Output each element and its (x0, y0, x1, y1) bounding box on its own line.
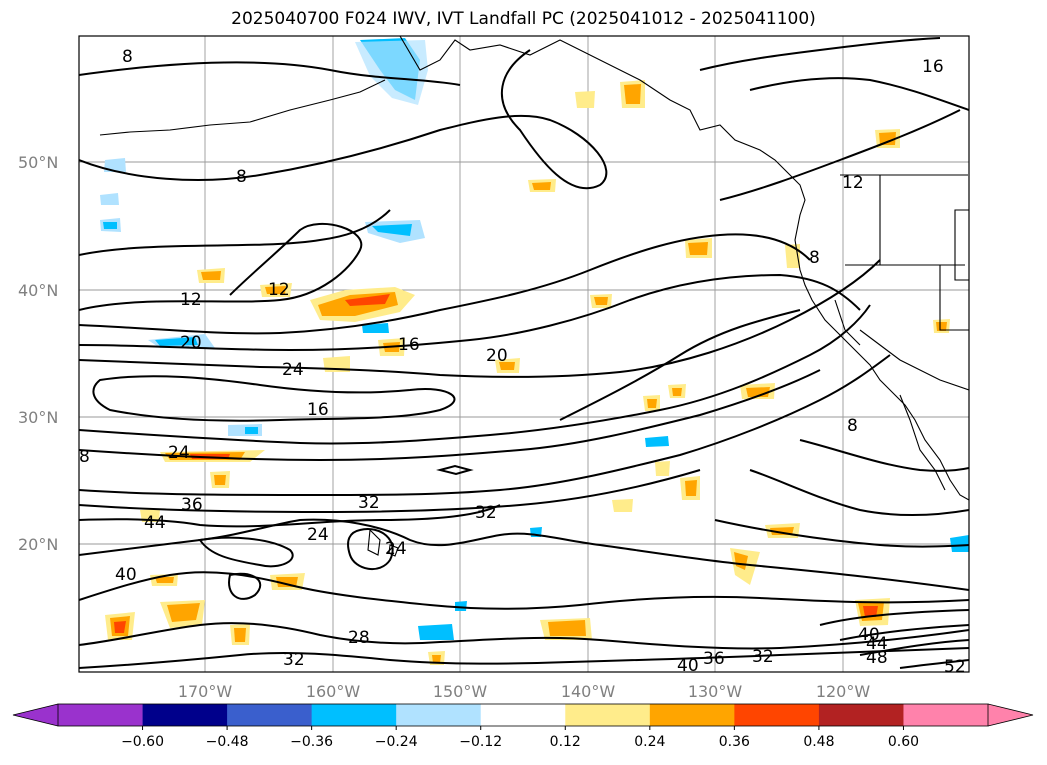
svg-text:24: 24 (385, 539, 407, 559)
svg-text:8: 8 (122, 47, 133, 67)
svg-text:48: 48 (866, 648, 888, 668)
lat-label: 20°N (18, 535, 58, 554)
lon-label: 140°W (561, 682, 616, 701)
colorbar-tick-label: 0.36 (719, 734, 750, 750)
svg-text:16: 16 (922, 57, 944, 77)
svg-text:32: 32 (358, 493, 380, 513)
colorbar-tick-label: −0.48 (206, 734, 249, 750)
svg-text:12: 12 (842, 173, 864, 193)
shading-patches (100, 38, 969, 665)
map-area (79, 36, 969, 672)
svg-text:16: 16 (398, 335, 420, 355)
map-frame (78, 35, 970, 673)
svg-text:28: 28 (348, 628, 370, 648)
map-title: 2025040700 F024 IWV, IVT Landfall PC (20… (231, 9, 816, 29)
lon-label: 170°W (178, 682, 233, 701)
svg-text:20: 20 (180, 333, 202, 353)
lon-label: 130°W (688, 682, 743, 701)
svg-text:8: 8 (847, 416, 858, 436)
svg-text:52: 52 (944, 657, 966, 677)
svg-text:24: 24 (282, 360, 304, 380)
colorbar-tick-label: 0.48 (803, 734, 834, 750)
colorbar: −0.60 −0.48 −0.36 −0.24 −0.12 0.12 0.24 0.36 0.4… (12, 703, 1034, 750)
colorbar-tick-label: 0.12 (550, 734, 581, 750)
colorbar-swatch (734, 704, 820, 726)
colorbar-tick-label: −0.36 (290, 734, 333, 750)
svg-text:32: 32 (283, 650, 305, 670)
svg-text:12: 12 (268, 280, 290, 300)
colorbar-swatch (565, 704, 651, 726)
coastlines (99, 36, 969, 557)
colorbar-swatch (480, 704, 566, 726)
colorbar-tick-label: 0.24 (634, 734, 665, 750)
svg-text:24: 24 (307, 525, 329, 545)
svg-text:44: 44 (866, 634, 888, 654)
colorbar-swatch (396, 704, 482, 726)
svg-text:8: 8 (79, 447, 90, 467)
lat-label: 30°N (18, 408, 58, 427)
svg-text:40: 40 (115, 565, 137, 585)
lon-label: 120°W (816, 682, 871, 701)
svg-text:36: 36 (181, 495, 203, 515)
colorbar-swatch (649, 704, 735, 726)
lat-label: 40°N (18, 281, 58, 300)
svg-text:8: 8 (236, 167, 247, 187)
colorbar-tick-label: −0.12 (459, 734, 502, 750)
svg-text:40: 40 (858, 625, 880, 645)
svg-text:8: 8 (809, 248, 820, 268)
colorbar-right-extension-outline (987, 703, 1034, 727)
svg-text:44: 44 (144, 513, 166, 533)
svg-text:20: 20 (486, 346, 508, 366)
colorbar-left-extension-outline (12, 703, 59, 727)
svg-text:24: 24 (168, 443, 190, 463)
colorbar-swatch (142, 704, 228, 726)
gridlines (79, 36, 969, 672)
lon-label: 150°W (433, 682, 488, 701)
svg-text:32: 32 (752, 647, 774, 667)
lat-label: 50°N (18, 153, 58, 172)
svg-text:32: 32 (475, 503, 497, 523)
svg-text:40: 40 (677, 656, 699, 676)
colorbar-swatch (311, 704, 397, 726)
contour-labels: 8 8 8 8 8 12 12 12 16 16 16 20 20 24 24 … (79, 47, 966, 677)
colorbar-swatch (13, 704, 143, 726)
longitude-labels: 170°W 160°W 150°W 140°W 130°W 120°W (178, 682, 871, 701)
svg-text:12: 12 (180, 290, 202, 310)
colorbar-swatch (227, 704, 313, 726)
latitude-labels: 50°N 40°N 30°N 20°N (18, 153, 58, 554)
colorbar-tick-label: −0.60 (121, 734, 164, 750)
lon-label: 160°W (306, 682, 361, 701)
colorbar-tick-label: 0.60 (888, 734, 919, 750)
svg-text:36: 36 (703, 649, 725, 669)
svg-text:16: 16 (307, 400, 329, 420)
colorbar-swatch (903, 704, 1033, 726)
colorbar-frame (57, 703, 989, 727)
iwv-contours (79, 37, 969, 669)
colorbar-tick-label: −0.24 (375, 734, 418, 750)
colorbar-swatch (818, 704, 904, 726)
